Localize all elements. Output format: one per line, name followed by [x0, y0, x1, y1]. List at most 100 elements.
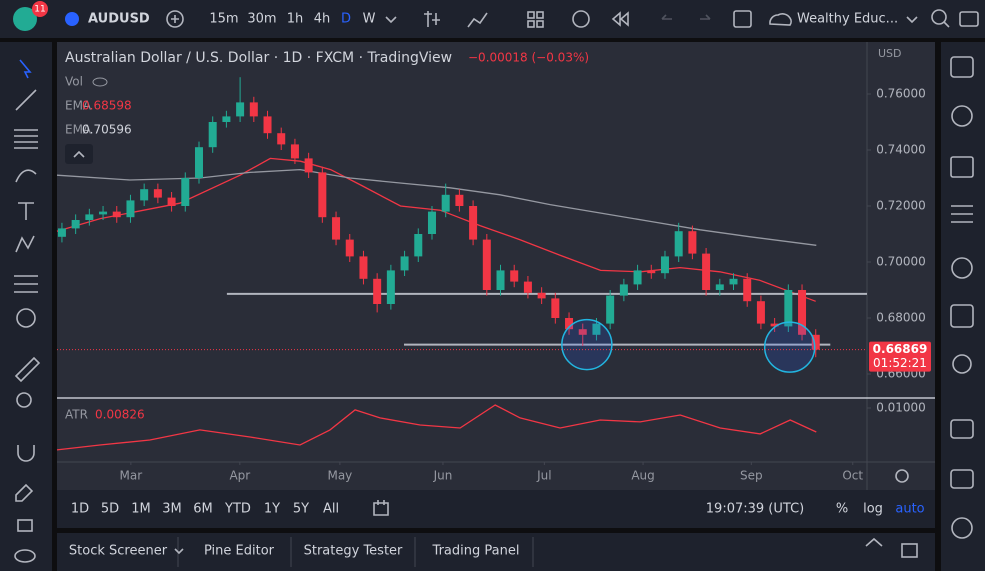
- cloud[interactable]: [769, 13, 792, 26]
- watchlist[interactable]: [950, 56, 974, 78]
- add-symbol[interactable]: [166, 10, 184, 28]
- fib-tool[interactable]: [14, 129, 38, 149]
- tab-menu[interactable]: [174, 548, 184, 555]
- log-toggle[interactable]: log: [863, 502, 883, 517]
- y-tick-label: 0.72000: [876, 198, 926, 212]
- alerts[interactable]: [951, 105, 973, 127]
- chart-type[interactable]: [424, 11, 440, 27]
- range-button[interactable]: 3M: [162, 502, 182, 517]
- x-tick-label: May: [327, 469, 352, 483]
- volume-label[interactable]: Vol: [65, 75, 83, 89]
- volume-hidden-icon[interactable]: [92, 77, 108, 87]
- calendar[interactable]: [950, 304, 974, 328]
- percent-toggle[interactable]: %: [836, 502, 848, 517]
- trend-line-tool[interactable]: [15, 89, 37, 111]
- chart-panel: [57, 42, 935, 490]
- currency[interactable]: USD: [878, 47, 902, 60]
- interval[interactable]: W: [363, 12, 376, 27]
- search[interactable]: [931, 9, 947, 25]
- interval[interactable]: 15m: [209, 12, 238, 27]
- help[interactable]: [951, 517, 973, 539]
- undo[interactable]: [661, 14, 672, 20]
- tab[interactable]: Stock Screener: [69, 544, 168, 559]
- interval[interactable]: D: [341, 12, 351, 27]
- range-button[interactable]: 6M: [193, 502, 213, 517]
- range-button[interactable]: 1D: [71, 502, 89, 517]
- circle-drawing[interactable]: [561, 318, 613, 371]
- ema-line: [56, 168, 817, 246]
- candle-body: [85, 214, 94, 220]
- candle-body: [167, 197, 176, 206]
- chats[interactable]: [950, 419, 974, 439]
- range-button[interactable]: 5D: [101, 502, 119, 517]
- range-button[interactable]: 1M: [131, 502, 151, 517]
- add-symbol-icon: [171, 15, 179, 23]
- hide-tool[interactable]: [14, 549, 36, 563]
- range-button[interactable]: All: [323, 502, 339, 517]
- candle-body: [194, 147, 203, 178]
- zoom-tool[interactable]: [16, 392, 32, 408]
- pattern-tool[interactable]: [15, 235, 35, 253]
- candle-body: [441, 194, 450, 212]
- cursor-tool[interactable]: [19, 59, 32, 79]
- forecast-tool[interactable]: [14, 275, 38, 293]
- range-button[interactable]: YTD: [224, 502, 251, 517]
- snapshot[interactable]: [959, 11, 979, 27]
- atr-label[interactable]: ATR: [65, 408, 88, 422]
- layout[interactable]: [527, 20, 535, 28]
- tab[interactable]: Trading Panel: [432, 544, 520, 559]
- icon-tool[interactable]: [16, 308, 36, 328]
- interval-menu[interactable]: [385, 16, 397, 24]
- range-button[interactable]: 1Y: [264, 502, 280, 517]
- tab[interactable]: Strategy Tester: [304, 544, 403, 559]
- maximize-panel[interactable]: [901, 543, 918, 558]
- circle-drawing[interactable]: [763, 321, 816, 373]
- news[interactable]: [950, 156, 974, 178]
- data-window[interactable]: [951, 205, 973, 223]
- layout[interactable]: [536, 20, 544, 28]
- account-menu[interactable]: [906, 16, 918, 24]
- ema-label[interactable]: EMA: [65, 123, 92, 137]
- lock-drawings[interactable]: [15, 483, 34, 502]
- ema-value: 0.68598: [82, 99, 132, 113]
- text-tool[interactable]: [18, 202, 34, 220]
- candle-body: [126, 200, 135, 218]
- ema-label[interactable]: EMA: [65, 99, 92, 113]
- collapse-legend[interactable]: [65, 144, 93, 164]
- interval[interactable]: 4h: [314, 12, 331, 27]
- settings[interactable]: [895, 469, 909, 483]
- y-tick-label: 0.70000: [876, 255, 926, 269]
- brush-tool[interactable]: [15, 169, 37, 183]
- alert[interactable]: [572, 10, 590, 28]
- interval[interactable]: 1h: [287, 12, 304, 27]
- symbol[interactable]: AUDUSD: [88, 12, 150, 27]
- candle-body: [345, 239, 354, 257]
- candle-body: [674, 231, 683, 257]
- magnet-tool[interactable]: [17, 445, 35, 462]
- date-range-icon[interactable]: [373, 500, 389, 516]
- range-button[interactable]: 5Y: [293, 502, 309, 517]
- logo[interactable]: [13, 7, 37, 31]
- account[interactable]: Wealthy Educ...: [797, 12, 898, 27]
- interval[interactable]: 30m: [247, 12, 276, 27]
- replay[interactable]: [611, 11, 629, 27]
- lock-tool[interactable]: [17, 519, 33, 532]
- candle-body: [359, 256, 368, 279]
- fullscreen[interactable]: [733, 10, 752, 28]
- candle-body: [400, 256, 409, 271]
- clock: 19:07:39 (UTC): [706, 502, 804, 517]
- streams[interactable]: [950, 469, 974, 489]
- ideas[interactable]: [952, 354, 972, 374]
- hotlist[interactable]: [951, 257, 973, 279]
- redo[interactable]: [700, 14, 711, 20]
- layout[interactable]: [527, 11, 535, 19]
- tab[interactable]: Pine Editor: [204, 544, 275, 559]
- layout[interactable]: [536, 11, 544, 19]
- candle-body: [222, 116, 231, 122]
- collapse-panel[interactable]: [865, 537, 883, 547]
- indicators[interactable]: [467, 12, 488, 28]
- x-tick-label: Oct: [842, 469, 863, 483]
- measure-tool[interactable]: [14, 356, 41, 383]
- auto-toggle[interactable]: auto: [895, 502, 924, 517]
